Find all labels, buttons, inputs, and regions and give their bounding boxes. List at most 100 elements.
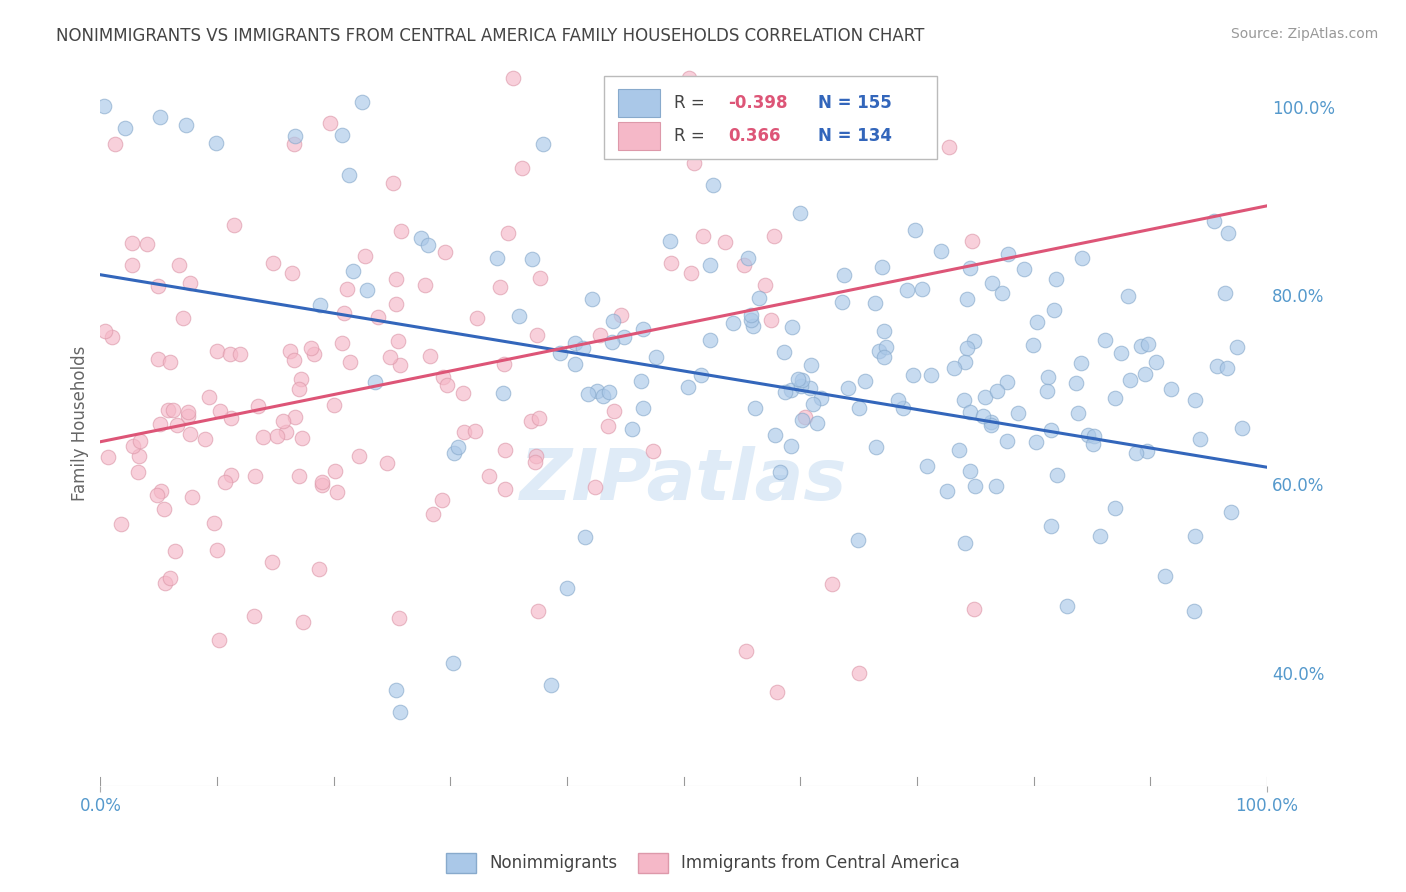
Point [332,128,354,142]
Point [319,116,342,130]
Point [980,418,1002,433]
Point [492,386,515,401]
Point [973,390,995,404]
Point [997,247,1019,261]
Point [283,409,305,424]
Point [603,404,626,418]
Point [325,464,347,478]
Point [208,632,231,647]
Point [205,543,228,558]
Point [723,316,745,330]
Point [149,484,172,499]
Point [980,415,1002,429]
Point [290,372,312,386]
Point [430,493,453,508]
Point [336,282,359,296]
Point [411,231,433,245]
Point [1216,361,1239,376]
Point [1133,367,1156,381]
Point [564,335,586,350]
Point [763,229,786,244]
Point [1182,604,1205,618]
Point [943,361,966,376]
Point [326,484,349,499]
Point [799,381,821,395]
Text: R =: R = [675,95,710,112]
Point [299,341,322,355]
Point [659,256,682,270]
Point [309,298,332,312]
Point [678,71,700,86]
Point [787,372,810,386]
Point [122,439,145,453]
Point [690,368,713,382]
Point [699,258,721,272]
Point [1136,444,1159,458]
Point [702,178,724,192]
Point [870,260,893,274]
FancyBboxPatch shape [605,76,936,159]
Point [1144,355,1167,369]
Point [793,409,815,424]
Point [177,405,200,419]
Point [1213,285,1236,300]
Point [281,266,304,280]
Point [214,475,236,490]
Point [378,351,401,365]
Point [356,283,378,297]
Point [984,479,1007,493]
Point [209,404,232,418]
Point [679,266,702,280]
Point [641,443,664,458]
Point [610,309,633,323]
Point [901,368,924,382]
Point [873,350,896,364]
Point [733,258,755,272]
Point [1083,437,1105,451]
Point [995,434,1018,449]
Point [311,475,333,489]
Point [179,276,201,290]
Point [523,455,546,469]
Point [628,109,651,123]
Point [683,155,706,169]
Point [936,484,959,499]
Point [754,278,776,293]
Point [350,95,373,110]
Point [389,223,412,237]
Point [963,479,986,493]
Point [1129,339,1152,353]
Point [488,280,510,294]
Point [589,328,612,343]
Point [769,465,792,479]
Point [1040,424,1063,438]
Point [1036,384,1059,398]
Point [1038,370,1060,384]
Point [832,268,855,282]
Point [1104,392,1126,406]
Point [443,446,465,460]
Point [339,355,361,369]
Point [953,392,976,407]
Point [353,249,375,263]
Point [202,516,225,530]
Point [1153,568,1175,582]
Point [274,425,297,440]
Point [246,399,269,413]
Point [763,427,786,442]
Point [1184,393,1206,408]
Point [991,285,1014,300]
Point [853,374,876,388]
Point [467,311,489,326]
Point [166,418,188,433]
Point [159,571,181,585]
Point [156,403,179,417]
Point [266,428,288,442]
Point [245,468,267,483]
Point [630,374,652,388]
Point [868,344,890,359]
Point [1014,262,1036,277]
Point [780,439,803,453]
Point [146,279,169,293]
Point [713,235,735,249]
